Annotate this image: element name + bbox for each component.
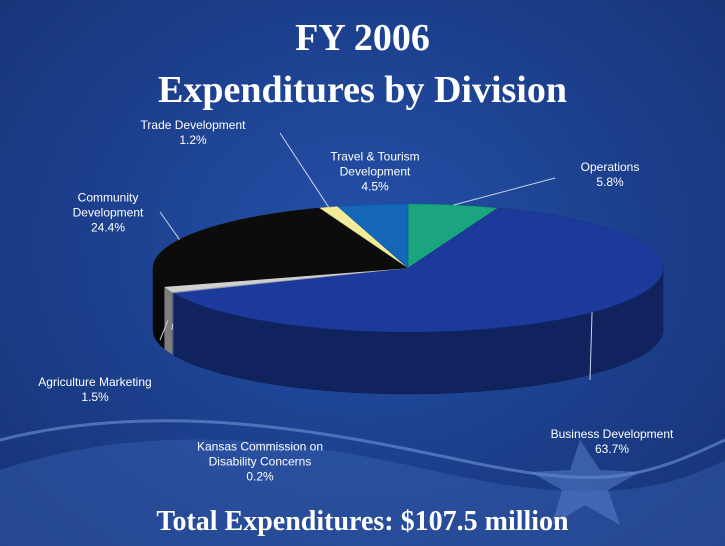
footer-total: Total Expenditures: $107.5 million [0,506,725,538]
label-name: Business Development [532,427,692,442]
label-value: 1.2% [108,133,278,148]
leader-line [172,324,173,330]
label-name: Community Development [58,191,158,221]
leader-line [160,212,180,240]
label-value: 0.2% [175,470,345,485]
label-value: 1.5% [10,390,180,405]
label-value: 5.8% [540,175,680,190]
label-name: Kansas Commission on Disability Concerns [175,440,345,470]
label-name: Operations [540,160,680,175]
label-value: 4.5% [305,180,445,195]
chart-title: FY 2006 [0,16,725,60]
data-label: Kansas Commission on Disability Concerns… [175,440,345,485]
pie-tops [153,204,663,332]
chart-subtitle: Expenditures by Division [0,68,725,112]
label-name: Trade Development [108,118,278,133]
pie-slice-side [164,287,172,355]
label-name: Agriculture Marketing [10,375,180,390]
label-name: Travel & Tourism Development [305,150,445,180]
slide: FY 2006 Expenditures by Division Total E… [0,0,725,546]
label-value: 24.4% [58,221,158,236]
label-value: 63.7% [532,442,692,457]
